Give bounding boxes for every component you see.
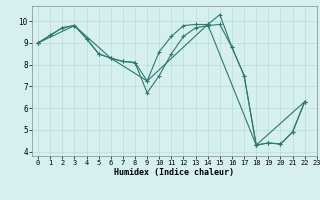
X-axis label: Humidex (Indice chaleur): Humidex (Indice chaleur) xyxy=(115,168,234,177)
